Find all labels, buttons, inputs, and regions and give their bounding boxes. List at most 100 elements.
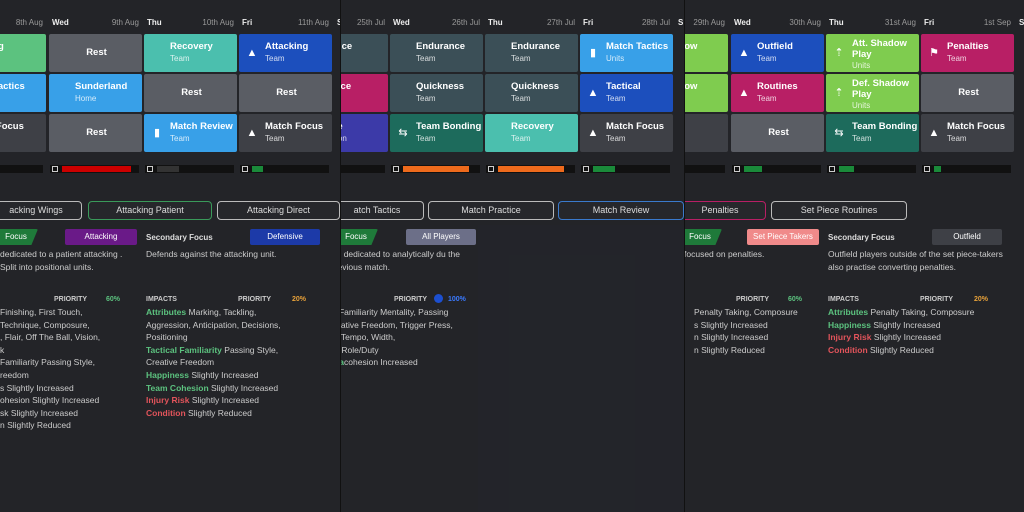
- drill-tab[interactable]: Penalties: [684, 201, 766, 220]
- training-session-tile[interactable]: ▲ Tactical Team: [580, 74, 673, 112]
- training-session-tile[interactable]: Rest: [144, 74, 237, 112]
- session-name: cking: [0, 41, 4, 52]
- training-session-tile[interactable]: stance: [340, 74, 388, 112]
- training-session-tile[interactable]: [684, 114, 728, 152]
- session-group: Team: [511, 94, 531, 103]
- training-session-tile[interactable]: ▲ Routines Team: [731, 74, 824, 112]
- impact-value: GoRole/Duty: [340, 344, 379, 355]
- day-header: 8th Aug: [0, 12, 47, 32]
- training-session-tile[interactable]: ch Tactics: [0, 74, 46, 112]
- impact-value: Familiarity Mentality, Passing: [340, 307, 449, 317]
- impact-key: Tea: [340, 357, 345, 368]
- training-session-tile[interactable]: Rest: [49, 114, 142, 152]
- drill-tab[interactable]: Set Piece Routines: [771, 201, 907, 220]
- training-session-tile[interactable]: ▲ Match Focus Team: [239, 114, 332, 152]
- day-name: Fri: [583, 18, 594, 27]
- session-group: Team: [265, 54, 285, 63]
- training-session-tile[interactable]: ▮ Match Review Team: [144, 114, 237, 152]
- day-date: 1st Sep: [983, 18, 1011, 27]
- session-group: version: [340, 134, 347, 143]
- training-session-tile[interactable]: ence version: [340, 114, 388, 152]
- training-session-tile[interactable]: ▲ Match Focus Team: [580, 114, 673, 152]
- impact-row: n Slightly Increased: [694, 332, 769, 343]
- session-group: Team: [606, 94, 626, 103]
- training-session-tile[interactable]: ▲ Outfield Team: [731, 34, 824, 72]
- drill-tab[interactable]: Match Review: [558, 201, 684, 220]
- drill-tab[interactable]: Attacking Direct: [217, 201, 340, 220]
- training-session-tile[interactable]: ▲ Attacking Team: [239, 34, 332, 72]
- condition-bar: [240, 165, 329, 173]
- impact-value: Penalty Taking, Composure: [870, 307, 975, 317]
- day-date: 26th Jul: [451, 18, 480, 27]
- training-session-tile[interactable]: ⇆ Team Bonding Team: [826, 114, 919, 152]
- training-session-tile[interactable]: Shadow: [684, 34, 728, 72]
- impact-row: Attributes Marking, Tackling,: [146, 307, 256, 317]
- training-session-tile[interactable]: urance: [340, 34, 388, 72]
- focus-description: focused on penalties.: [684, 249, 765, 259]
- training-session-tile[interactable]: ⇆ Team Bonding Team: [390, 114, 483, 152]
- day-name: Wed: [734, 18, 751, 27]
- training-session-tile[interactable]: Recovery Team: [144, 34, 237, 72]
- bar-fill: [593, 166, 615, 172]
- day-date: 30th Aug: [789, 18, 821, 27]
- bar-fill: [498, 166, 564, 172]
- impact-row: Technique, Composure,: [0, 319, 90, 330]
- training-session-tile[interactable]: Sunderland Home: [49, 74, 142, 112]
- session-icon: ▮: [153, 127, 161, 139]
- drill-tab[interactable]: atch Tactics: [340, 201, 424, 220]
- drill-tab[interactable]: acking Wings: [0, 201, 82, 220]
- session-group: Team: [757, 54, 777, 63]
- impact-row: Happiness Slightly Increased: [828, 320, 940, 330]
- session-name: Rest: [181, 87, 202, 98]
- training-session-tile[interactable]: Rest: [731, 114, 824, 152]
- day-date: 31st Aug: [884, 18, 916, 27]
- training-session-tile[interactable]: Endurance Team: [390, 34, 483, 72]
- training-session-tile[interactable]: ⚑ Penalties Team: [921, 34, 1014, 72]
- day-header: Thu 27th Jul: [484, 12, 579, 32]
- session-name: ence: [340, 121, 343, 132]
- training-session-tile[interactable]: tch Focus: [0, 114, 46, 152]
- day-header: Wed 9th Aug: [48, 12, 143, 32]
- panel-divider: [340, 0, 341, 512]
- training-session-tile[interactable]: Rest: [49, 34, 142, 72]
- impact-row: Penalty Taking, Composure: [694, 307, 798, 317]
- training-session-tile[interactable]: ⇡ Att. Shadow Play Units: [826, 34, 919, 72]
- training-session-tile[interactable]: ⇡ Def. Shadow Play Units: [826, 74, 919, 112]
- impact-row: , Flair, Off The Ball, Vision,: [0, 332, 101, 343]
- training-session-tile[interactable]: Rest: [239, 74, 332, 112]
- impact-row: Positioning: [146, 332, 188, 342]
- training-session-tile[interactable]: Shadow: [684, 74, 728, 112]
- session-name: Att. Shadow: [852, 38, 907, 49]
- impact-row: Condition Slightly Reduced: [146, 408, 252, 418]
- drill-tab[interactable]: Match Practice: [428, 201, 554, 220]
- day-header: Thu 10th Aug: [143, 12, 238, 32]
- training-session-tile[interactable]: ▮ Match Tactics Units: [580, 34, 673, 72]
- training-session-tile[interactable]: Recovery Team: [485, 114, 578, 152]
- day-name: Fri: [924, 18, 935, 27]
- training-session-tile[interactable]: Rest: [921, 74, 1014, 112]
- training-session-tile[interactable]: Quickness Team: [390, 74, 483, 112]
- bar-marker: [829, 166, 835, 172]
- session-group: Units: [852, 61, 871, 70]
- impact-key: Tactical Familiarity: [146, 344, 222, 355]
- training-session-tile[interactable]: Endurance Team: [485, 34, 578, 72]
- impact-value: Passing Style,: [224, 344, 279, 355]
- training-session-tile[interactable]: ckingrlap: [0, 34, 46, 72]
- training-session-tile[interactable]: Quickness Team: [485, 74, 578, 112]
- priority-label: PRIORITY: [238, 296, 272, 303]
- session-name: ch Tactics: [0, 81, 25, 92]
- session-name: Quickness: [511, 81, 560, 92]
- drill-tab[interactable]: Attacking Patient: [88, 201, 212, 220]
- impact-key: Happiness: [146, 370, 189, 380]
- impact-value: Aggression, Anticipation, Decisions,: [146, 319, 281, 330]
- secondary-focus-label: Secondary Focus: [828, 233, 895, 242]
- session-name: Recovery: [170, 41, 213, 52]
- impact-value: Reative Freedom, Trigger Press,: [340, 319, 453, 330]
- training-session-tile[interactable]: ▲ Match Focus Team: [921, 114, 1014, 152]
- day-date: 25th Jul: [356, 18, 385, 27]
- session-icon: ▲: [587, 127, 599, 139]
- day-header: Thu 31st Aug: [825, 12, 920, 32]
- impact-key: Condition: [146, 407, 186, 418]
- session-group: Home: [75, 94, 97, 103]
- bar-marker: [583, 166, 589, 172]
